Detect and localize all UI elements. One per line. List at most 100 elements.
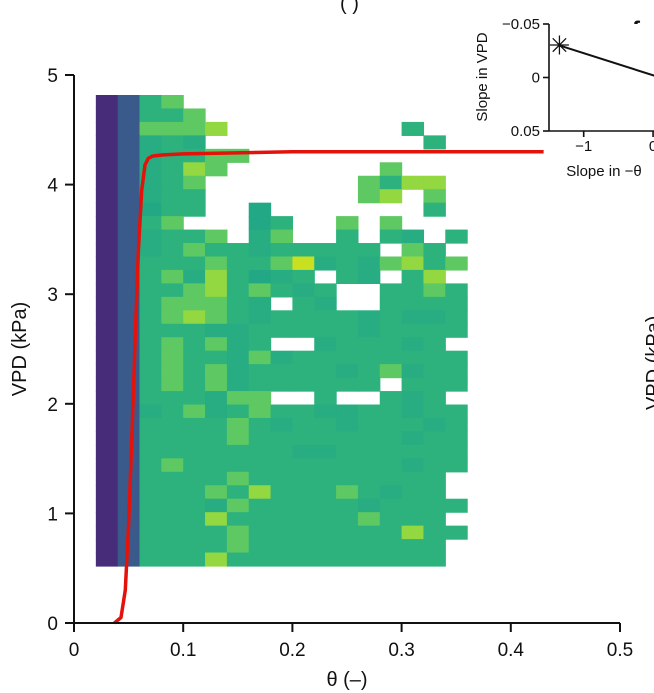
heatmap-cell xyxy=(248,444,272,459)
inset-y-axis-label: Slope in VPD xyxy=(474,32,491,121)
heatmap-cell xyxy=(161,552,184,567)
heatmap-cell xyxy=(183,189,206,204)
heatmap-cell xyxy=(183,243,206,258)
heatmap-cell xyxy=(95,350,119,365)
heatmap-cell xyxy=(226,458,250,473)
heatmap-cell xyxy=(423,539,446,554)
heatmap-cell xyxy=(292,444,315,459)
heatmap-cell xyxy=(423,202,446,217)
heatmap-cell xyxy=(270,471,293,486)
heatmap-cell xyxy=(445,229,468,244)
heatmap-cell xyxy=(183,485,206,500)
heatmap-cell xyxy=(357,323,381,338)
heatmap-cell xyxy=(183,404,206,419)
heatmap-cell xyxy=(379,283,403,298)
heatmap-cell xyxy=(117,229,141,244)
heatmap-cell xyxy=(117,148,141,163)
main-y-axis-label: VPD (kPa) xyxy=(9,302,31,396)
main-x-axis-label: θ (–) xyxy=(326,669,367,691)
heatmap-cell xyxy=(270,256,293,271)
heatmap-cell xyxy=(292,539,315,554)
heatmap-cell xyxy=(226,485,250,500)
heatmap-cell xyxy=(401,417,425,433)
heatmap-cell xyxy=(248,377,272,392)
heatmap-cell xyxy=(401,175,425,190)
heatmap-cell xyxy=(95,444,119,459)
heatmap-cell xyxy=(161,296,184,311)
heatmap-cell xyxy=(139,95,162,110)
heatmap-cell xyxy=(379,162,403,177)
heatmap-cell xyxy=(117,216,141,231)
heatmap-cell xyxy=(401,512,425,527)
fit-curve-line xyxy=(113,149,544,625)
heatmap-cell xyxy=(183,310,206,325)
heatmap-cell xyxy=(401,485,425,500)
heatmap-cell xyxy=(248,296,272,311)
heatmap-cell xyxy=(117,135,141,150)
heatmap-cell xyxy=(314,471,337,486)
heatmap-cell xyxy=(161,95,184,110)
heatmap-cell xyxy=(117,243,141,258)
heatmap-cell xyxy=(95,162,119,177)
heatmap-cell xyxy=(226,377,250,392)
heatmap-cell xyxy=(401,323,425,338)
heatmap-cell xyxy=(95,431,119,446)
heatmap-cell xyxy=(445,431,468,446)
heatmap-cell xyxy=(205,337,228,352)
heatmap-cell xyxy=(226,350,250,365)
heatmap-cell xyxy=(336,458,359,473)
heatmap-cell xyxy=(139,283,162,298)
inset-axes: −0.05 0 0.05 −1 0 xyxy=(502,16,654,155)
inset-y-tick-label: 0.05 xyxy=(511,123,540,140)
heatmap-cell xyxy=(117,296,141,311)
heatmap-cell xyxy=(314,350,337,365)
heatmap-cell xyxy=(270,512,293,527)
heatmap-cell xyxy=(117,350,141,365)
heatmap-cell xyxy=(423,444,446,459)
heatmap-cell xyxy=(95,283,119,298)
heatmap-cell xyxy=(183,135,206,150)
heatmap-cell xyxy=(205,552,228,567)
heatmap-cell xyxy=(379,498,403,513)
heatmap-cell xyxy=(270,243,293,258)
heatmap-cell xyxy=(423,337,446,352)
heatmap-cell xyxy=(226,417,250,433)
heatmap-cell xyxy=(183,539,206,554)
heatmap-cell xyxy=(357,512,381,527)
inset-slope-line xyxy=(559,44,654,77)
heatmap-cell xyxy=(423,377,446,392)
heatmap-cell xyxy=(423,552,446,567)
heatmap-cell xyxy=(205,391,228,406)
heatmap-cell xyxy=(423,485,446,500)
heatmap-cell xyxy=(183,296,206,311)
heatmap-cell xyxy=(183,283,206,298)
heatmap-cell xyxy=(117,391,141,406)
x-tick-label: 0.3 xyxy=(388,640,414,661)
heatmap-cell xyxy=(270,417,293,433)
heatmap-cell xyxy=(423,310,446,325)
heatmap-cell xyxy=(161,162,184,177)
heatmap-cell xyxy=(117,121,141,136)
heatmap-cell xyxy=(357,525,381,540)
heatmap-cell xyxy=(139,310,162,325)
heatmap-cell xyxy=(401,552,425,567)
heatmap-cell xyxy=(226,431,250,446)
heatmap-cell xyxy=(95,539,119,554)
heatmap-cell xyxy=(95,323,119,338)
heatmap-cell xyxy=(161,417,184,433)
heatmap-cell xyxy=(248,243,272,258)
heatmap-cell xyxy=(379,485,403,500)
inset-x-tick-label: 0 xyxy=(649,138,654,155)
heatmap-cell xyxy=(161,283,184,298)
heatmap-cell xyxy=(379,444,403,459)
heatmap-cell xyxy=(401,391,425,406)
heatmap-cell xyxy=(95,498,119,513)
y-tick-label: 2 xyxy=(47,395,58,416)
heatmap-cell xyxy=(401,283,425,298)
heatmap-cell xyxy=(95,121,119,136)
heatmap-cell xyxy=(423,175,446,190)
heatmap-cell xyxy=(117,552,141,567)
heatmap-cell xyxy=(423,391,446,406)
heatmap-cell xyxy=(139,256,162,271)
heatmap-cell xyxy=(117,364,141,379)
